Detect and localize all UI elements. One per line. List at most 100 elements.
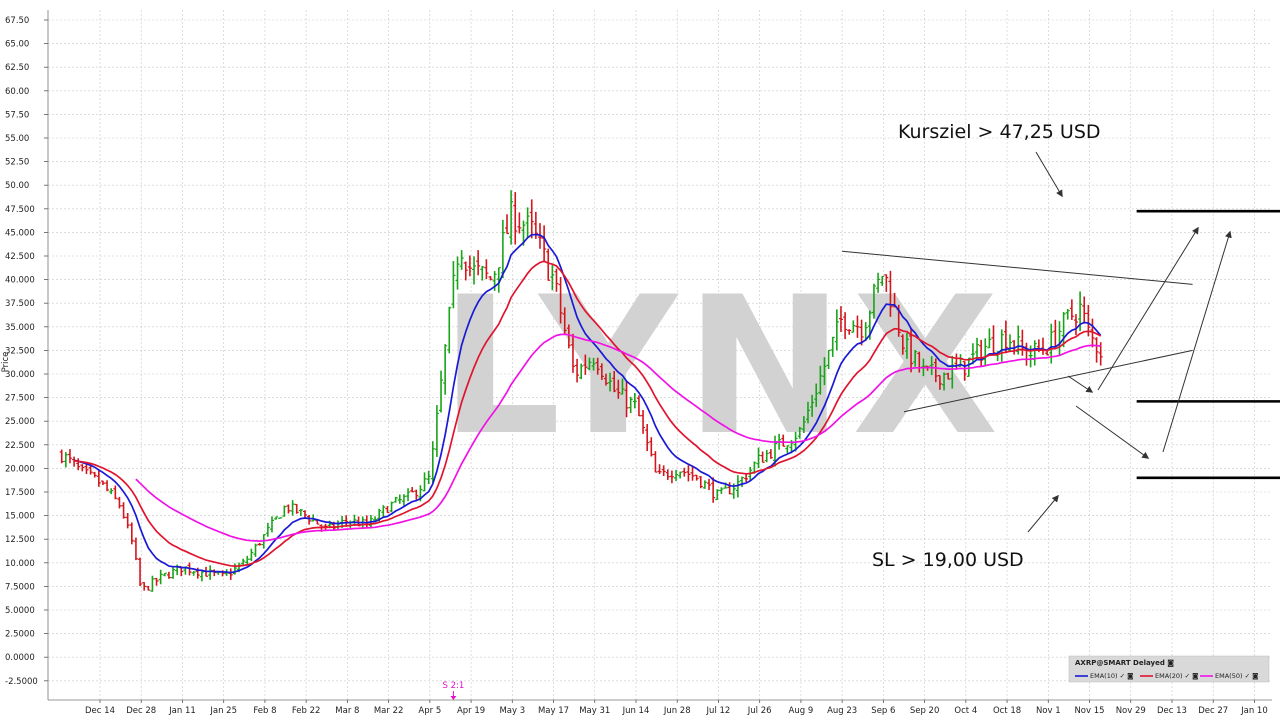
ohlc-bar-down xyxy=(937,374,942,390)
ohlc-bar-up xyxy=(249,548,254,562)
ohlc-bar-down xyxy=(385,506,390,514)
ohlc-bar-up xyxy=(282,505,287,517)
ohlc-bar-down xyxy=(962,361,967,381)
y-tick-label: 32.500 xyxy=(5,346,35,356)
ohlc-bar-down xyxy=(847,329,852,335)
legend-item-label: EMA(50) ✓ ◙ xyxy=(1215,672,1258,680)
ohlc-bar-down xyxy=(694,474,699,481)
ohlc-bar-up xyxy=(735,475,740,498)
ohlc-bar-up xyxy=(509,190,514,245)
y-tick-label: 67.50 xyxy=(5,16,29,26)
y-tick-label: 52.50 xyxy=(5,158,29,168)
x-tick-label: Apr 19 xyxy=(457,706,485,716)
ohlc-bar-up xyxy=(109,488,114,495)
ohlc-bar-up xyxy=(472,256,477,285)
ohlc-bar-up xyxy=(397,494,402,504)
ohlc-bar-down xyxy=(133,537,138,561)
ohlc-bar-up xyxy=(801,416,806,433)
ohlc-bar-up xyxy=(500,219,505,279)
price-axis-label: Price xyxy=(1,352,11,373)
ohlc-bar-up xyxy=(876,272,881,293)
y-tick-label: -2.5000 xyxy=(5,677,38,687)
ohlc-bar-down xyxy=(484,259,489,280)
ohlc-bar-up xyxy=(443,344,448,395)
ohlc-bar-down xyxy=(1024,342,1029,366)
x-tick-label: Jun 14 xyxy=(622,706,650,716)
ohlc-bar-down xyxy=(142,582,147,591)
chart-overlays: Kursziel > 47,25 USD SL > 19,00 USD S 2:1 xyxy=(443,121,1280,700)
ohlc-bar-down xyxy=(1003,320,1008,354)
ohlc-bar-up xyxy=(451,261,456,309)
ohlc-bar-down xyxy=(1040,337,1045,355)
ohlc-bar-down xyxy=(76,458,81,471)
ohlc-bars xyxy=(59,190,1103,592)
ohlc-bar-down xyxy=(476,250,481,276)
ohlc-bar-up xyxy=(810,394,815,417)
x-tick-label: Jul 26 xyxy=(747,706,772,716)
ohlc-bar-up xyxy=(158,569,163,585)
ohlc-bar-down xyxy=(744,473,749,483)
ohlc-bar-down xyxy=(859,319,864,346)
scenario-arrow xyxy=(1162,230,1232,453)
x-tick-label: Jan 10 xyxy=(1240,706,1268,716)
ohlc-bar-down xyxy=(364,515,369,528)
ohlc-bar-down xyxy=(686,465,691,482)
ohlc-bar-up xyxy=(764,449,769,463)
ohlc-bar-down xyxy=(315,519,320,525)
y-tick-label: 42.500 xyxy=(5,252,35,262)
chart-legend[interactable]: AXRP@SMART Delayed ◙ EMA(10) ✓ ◙ EMA(20) ✓… xyxy=(1068,655,1270,683)
ohlc-bar-down xyxy=(657,464,662,475)
ohlc-bar-down xyxy=(96,469,101,487)
ohlc-bar-up xyxy=(245,555,250,565)
ohlc-bar-up xyxy=(439,370,444,413)
ohlc-bar-down xyxy=(504,214,509,235)
ohlc-bar-up xyxy=(455,256,460,290)
ohlc-bar-down xyxy=(760,451,765,463)
ohlc-bar-down xyxy=(117,496,122,509)
y-tick-label: 60.00 xyxy=(5,87,29,97)
ohlc-bar-up xyxy=(401,494,406,506)
y-tick-label: 10.000 xyxy=(5,559,35,569)
ohlc-bar-up xyxy=(913,349,918,367)
price-axis: 67.50 65.00 62.50 60.00 57.50 55.00 52.50 50.00… xyxy=(5,10,49,700)
y-tick-label: 17.500 xyxy=(5,488,35,498)
ohlc-bar-up xyxy=(797,426,802,439)
scenario-arrow xyxy=(1067,375,1094,393)
x-tick-label: Oct 4 xyxy=(954,706,977,716)
ohlc-bar-up xyxy=(587,357,592,371)
x-tick-label: Nov 1 xyxy=(1036,706,1061,716)
ohlc-bar-down xyxy=(843,312,848,340)
ohlc-bar-up xyxy=(422,472,427,492)
ohlc-bar-down xyxy=(146,585,151,591)
y-tick-label: 45.000 xyxy=(5,228,35,238)
ohlc-bar-up xyxy=(830,336,835,357)
ohlc-bar-down xyxy=(138,557,143,587)
ohlc-bar-up xyxy=(591,357,596,371)
y-tick-label: 22.500 xyxy=(5,441,35,451)
ohlc-bar-up xyxy=(942,372,947,391)
ohlc-bar-down xyxy=(698,476,703,489)
ohlc-bar-down xyxy=(884,274,889,292)
ohlc-bar-down xyxy=(575,358,580,383)
ohlc-bar-down xyxy=(166,571,171,579)
ohlc-bar-up xyxy=(373,516,378,522)
ohlc-bar-up xyxy=(620,378,625,395)
ohlc-bar-up xyxy=(880,275,885,286)
ohlc-bar-up xyxy=(447,306,452,354)
ohlc-bar-up xyxy=(191,571,196,576)
ohlc-bar-up xyxy=(525,207,530,239)
ohlc-bar-down xyxy=(1082,296,1087,324)
ohlc-bar-down xyxy=(121,502,126,519)
x-tick-label: Dec 14 xyxy=(85,706,115,716)
ohlc-bar-down xyxy=(711,477,716,503)
x-tick-label: Jan 25 xyxy=(209,706,237,716)
ohlc-bar-up xyxy=(199,571,204,582)
x-tick-label: May 3 xyxy=(499,706,525,716)
ohlc-bar-up xyxy=(740,476,745,488)
y-tick-label: 0.0000 xyxy=(5,653,35,663)
ohlc-bar-down xyxy=(838,306,843,332)
ohlc-bar-down xyxy=(612,371,617,393)
x-tick-label: Aug 9 xyxy=(789,706,814,716)
y-tick-label: 12.500 xyxy=(5,535,35,545)
